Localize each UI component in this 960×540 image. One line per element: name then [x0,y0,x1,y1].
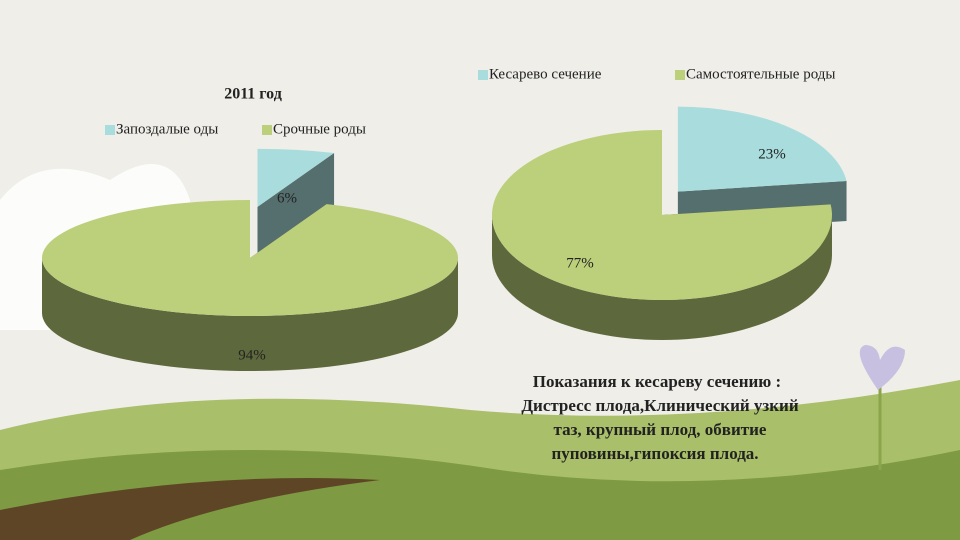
legend-swatch [478,70,488,80]
slice-side [42,258,458,371]
hill [0,450,960,540]
annotation-line: Дистресс плода,Клинический узкий [521,396,799,415]
legend-swatch [675,70,685,80]
annotation: Показания к кесареву сечению : Дистресс … [521,372,799,463]
slice [257,148,335,207]
data-label: 94% [238,347,266,363]
slice [677,106,847,192]
data-label: 77% [566,255,594,271]
legend-swatch [105,125,115,135]
annotation-line: пуповины,гипоксия плода. [551,444,758,463]
flower [859,345,905,390]
legend-label: Кесарево сечение [489,66,602,82]
chart-title: 2011 год [224,86,282,103]
slice-side [492,215,832,340]
slice-face [257,152,335,262]
legend-label: Срочные роды [273,121,366,137]
slice [41,199,458,316]
data-label: 6% [277,190,297,206]
path [0,478,380,540]
slice [491,130,832,300]
data-label: 23% [758,146,786,162]
annotation-line: Показания к кесареву сечению : [533,372,781,391]
legend-label: Самостоятельные роды [686,66,836,82]
legend-label: Запоздалые оды [116,121,218,137]
annotation-line: таз, крупный плод, обвитие [554,420,767,439]
legend-swatch [262,125,272,135]
